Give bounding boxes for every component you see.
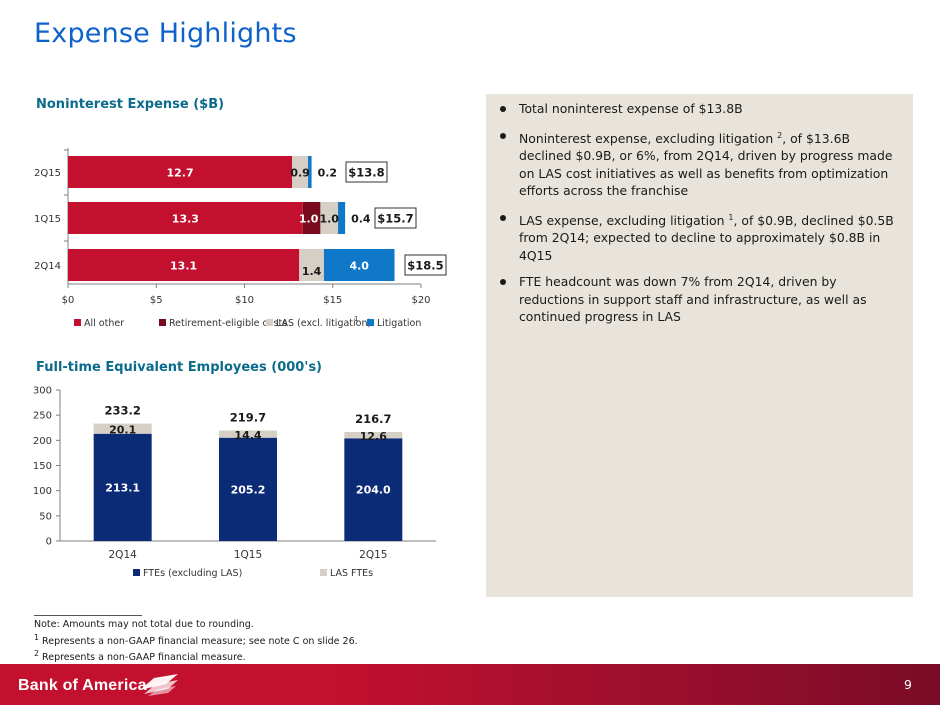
- bullet-las-expense: LAS expense, excluding litigation 1, of …: [500, 209, 901, 265]
- segment-value-label: 13.3: [172, 213, 199, 226]
- total-label: 219.7: [230, 410, 266, 424]
- segment-value-label: 14.4: [234, 429, 261, 442]
- segment-value-label: 1.0: [319, 213, 339, 226]
- total-box: [345, 161, 388, 183]
- page-number: 9: [904, 677, 912, 692]
- flag-logo-icon: [140, 674, 178, 696]
- y-tick-label: 100: [33, 486, 52, 497]
- x-tick-label: $10: [235, 295, 254, 306]
- segment-value-label: 204.0: [356, 484, 391, 497]
- segment-value-label: 12.7: [167, 167, 194, 180]
- category-label: 2Q15: [359, 549, 387, 561]
- total-label: 233.2: [104, 404, 140, 418]
- bullet-fte-headcount: FTE headcount was down 7% from 2Q14, dri…: [500, 273, 901, 326]
- category-label: 1Q15: [34, 214, 61, 225]
- legend-swatch: [159, 319, 166, 326]
- page-title: Expense Highlights: [34, 18, 297, 49]
- bar-segment: [320, 202, 339, 234]
- y-tick-label: 50: [39, 511, 52, 522]
- legend-label: Retirement-eligible costs: [169, 318, 287, 329]
- bar-segment: [308, 156, 312, 188]
- expense-chart-title: Noninterest Expense ($B): [36, 97, 225, 112]
- bar-segment: [68, 202, 303, 234]
- bar-segment: [68, 249, 300, 281]
- y-tick-label: 0: [46, 537, 52, 548]
- bullet-dot-icon: [500, 279, 506, 286]
- bar-segment: [93, 433, 152, 541]
- bar-segment: [344, 438, 403, 541]
- footnote-divider: [34, 615, 142, 616]
- bar-segment: [299, 249, 324, 281]
- total-label: 216.7: [355, 412, 391, 426]
- bar-segment: [323, 249, 395, 281]
- highlights-panel: Total noninterest expense of $13.8B Noni…: [486, 94, 913, 597]
- footer-bar: Bank of America 9: [0, 664, 940, 705]
- legend-label: FTEs (excluding LAS): [143, 568, 242, 579]
- legend-swatch: [367, 319, 374, 326]
- segment-value-label: 0.4: [351, 213, 371, 226]
- footnote-2: 2 Represents a non-GAAP financial measur…: [34, 649, 246, 664]
- legend-label: Litigation: [377, 318, 421, 329]
- category-label: 2Q14: [109, 549, 138, 561]
- fte-chart: 0 50 100 150 200 250 300 213.1 20.1 233.2 2Q14 205.…: [33, 386, 436, 579]
- segment-value-label: 213.1: [105, 481, 140, 494]
- legend-label: All other: [84, 318, 124, 329]
- bar-segment: [292, 156, 309, 188]
- category-label: 2Q14: [34, 261, 61, 272]
- bar-segment: [338, 202, 346, 234]
- total-box: [404, 254, 447, 276]
- fte-chart-title: Full-time Equivalent Employees (000's): [36, 360, 322, 375]
- segment-value-label: 12.6: [360, 430, 387, 443]
- total-label: $13.8: [348, 166, 384, 180]
- segment-value-label: 20.1: [109, 424, 136, 437]
- x-tick-label: $15: [323, 295, 342, 306]
- category-label: 2Q15: [34, 168, 61, 179]
- bar-segment: [219, 437, 277, 541]
- legend-swatch: [74, 319, 81, 326]
- total-label: $18.5: [407, 259, 443, 273]
- legend-swatch: [320, 569, 327, 576]
- segment-value-label: 1.4: [302, 265, 322, 278]
- footnote-note: Note: Amounts may not total due to round…: [34, 619, 254, 630]
- bullet-dot-icon: [500, 214, 506, 221]
- footnote-1: 1 Represents a non-GAAP financial measur…: [34, 632, 358, 647]
- footnotes: Note: Amounts may not total due to round…: [34, 613, 358, 665]
- y-tick-label: 150: [33, 461, 52, 472]
- bar-segment: [68, 156, 293, 188]
- segment-value-label: 4.0: [349, 260, 369, 273]
- y-tick-label: 200: [33, 436, 52, 447]
- total-label: $15.7: [377, 212, 413, 226]
- bullet-expense-excl-litigation: Noninterest expense, excluding litigatio…: [500, 127, 901, 200]
- x-tick-label: $0: [62, 295, 75, 306]
- category-label: 1Q15: [234, 549, 262, 561]
- y-tick-label: 300: [33, 386, 52, 397]
- segment-value-label: 0.2: [318, 167, 338, 180]
- segment-value-label: 1.0: [299, 213, 319, 226]
- segment-value-label: 0.9: [290, 167, 310, 180]
- total-box: [374, 207, 417, 229]
- legend-swatch: [133, 569, 140, 576]
- noninterest-expense-chart: $0 $5 $10 $15 $20 2Q15 12.7 0.9 0.2 $13.8 1Q15 13.3…: [34, 148, 447, 329]
- segment-value-label: 205.2: [231, 483, 266, 496]
- bar-segment: [219, 430, 277, 438]
- legend-label: LAS (excl. litigation): [276, 318, 371, 329]
- segment-value-label: 13.1: [170, 260, 197, 273]
- bullet-dot-icon: [500, 106, 506, 112]
- legend-label: LAS FTEs: [330, 568, 373, 579]
- bar-segment: [93, 423, 152, 434]
- bullet-total-expense: Total noninterest expense of $13.8B: [500, 100, 901, 118]
- bar-segment: [302, 202, 321, 234]
- brand-logo-text: Bank of America: [18, 677, 147, 694]
- bar-segment: [344, 431, 403, 439]
- y-tick-label: 250: [33, 411, 52, 422]
- x-tick-label: $5: [150, 295, 163, 306]
- legend-superscript: 1: [354, 315, 358, 323]
- legend-swatch: [266, 319, 273, 326]
- x-tick-label: $20: [411, 295, 430, 306]
- bullet-dot-icon: [500, 132, 506, 139]
